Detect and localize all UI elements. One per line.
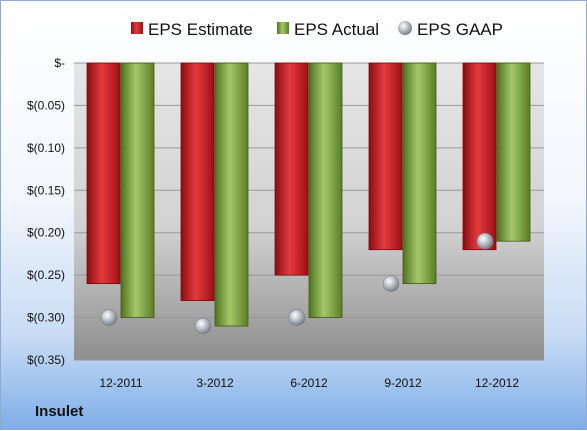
x-tick-label: 12-2012 <box>475 376 519 390</box>
y-tick-label: $(0.20) <box>27 226 65 240</box>
x-tick-label: 9-2012 <box>384 376 422 390</box>
y-tick-label: $(0.10) <box>27 141 65 155</box>
legend-item-gaap: EPS GAAP <box>398 20 503 39</box>
x-tick-label: 3-2012 <box>196 376 234 390</box>
y-tick-label: $(0.30) <box>27 311 65 325</box>
gaap-marker <box>288 309 306 326</box>
estimate-bar <box>86 62 121 285</box>
estimate-bar <box>462 62 497 251</box>
x-axis: 12-2011 3-2012 6-2012 9-2012 12-2012 <box>99 376 519 390</box>
estimate-bar <box>180 62 215 302</box>
legend: EPS Estimate EPS Actual EPS GAAP <box>131 20 503 39</box>
y-tick-label: $- <box>54 56 65 70</box>
estimate-bar <box>368 62 403 251</box>
gaap-marker <box>382 275 400 292</box>
gaap-markers <box>100 232 494 335</box>
legend-swatch-estimate <box>131 22 143 34</box>
legend-label-actual: EPS Actual <box>294 20 379 39</box>
legend-label-estimate: EPS Estimate <box>148 20 253 39</box>
y-tick-label: $(0.05) <box>27 98 65 112</box>
y-tick-label: $(0.35) <box>27 353 65 367</box>
estimate-bar <box>274 62 309 276</box>
company-name: Insulet <box>35 403 84 420</box>
gaap-marker <box>100 309 118 326</box>
actual-bar <box>214 62 249 327</box>
actual-bar <box>496 62 531 242</box>
x-tick-label: 6-2012 <box>290 376 328 390</box>
legend-item-actual: EPS Actual <box>277 20 379 39</box>
gaap-marker <box>194 317 212 335</box>
y-axis: $- $(0.05) $(0.10) $(0.15) $(0.20) $(0.25) $(0… <box>27 56 65 367</box>
bar-series <box>86 62 531 327</box>
legend-swatch-actual <box>277 22 289 34</box>
actual-bar <box>120 62 155 318</box>
actual-bar <box>402 62 437 285</box>
actual-bar <box>308 62 343 318</box>
x-tick-label: 12-2011 <box>99 376 142 390</box>
legend-marker-gaap <box>398 21 412 35</box>
y-tick-label: $(0.15) <box>27 183 65 197</box>
gaap-marker <box>476 232 494 250</box>
legend-label-gaap: EPS GAAP <box>417 20 503 39</box>
y-tick-label: $(0.25) <box>27 268 65 282</box>
legend-item-estimate: EPS Estimate <box>131 20 253 39</box>
